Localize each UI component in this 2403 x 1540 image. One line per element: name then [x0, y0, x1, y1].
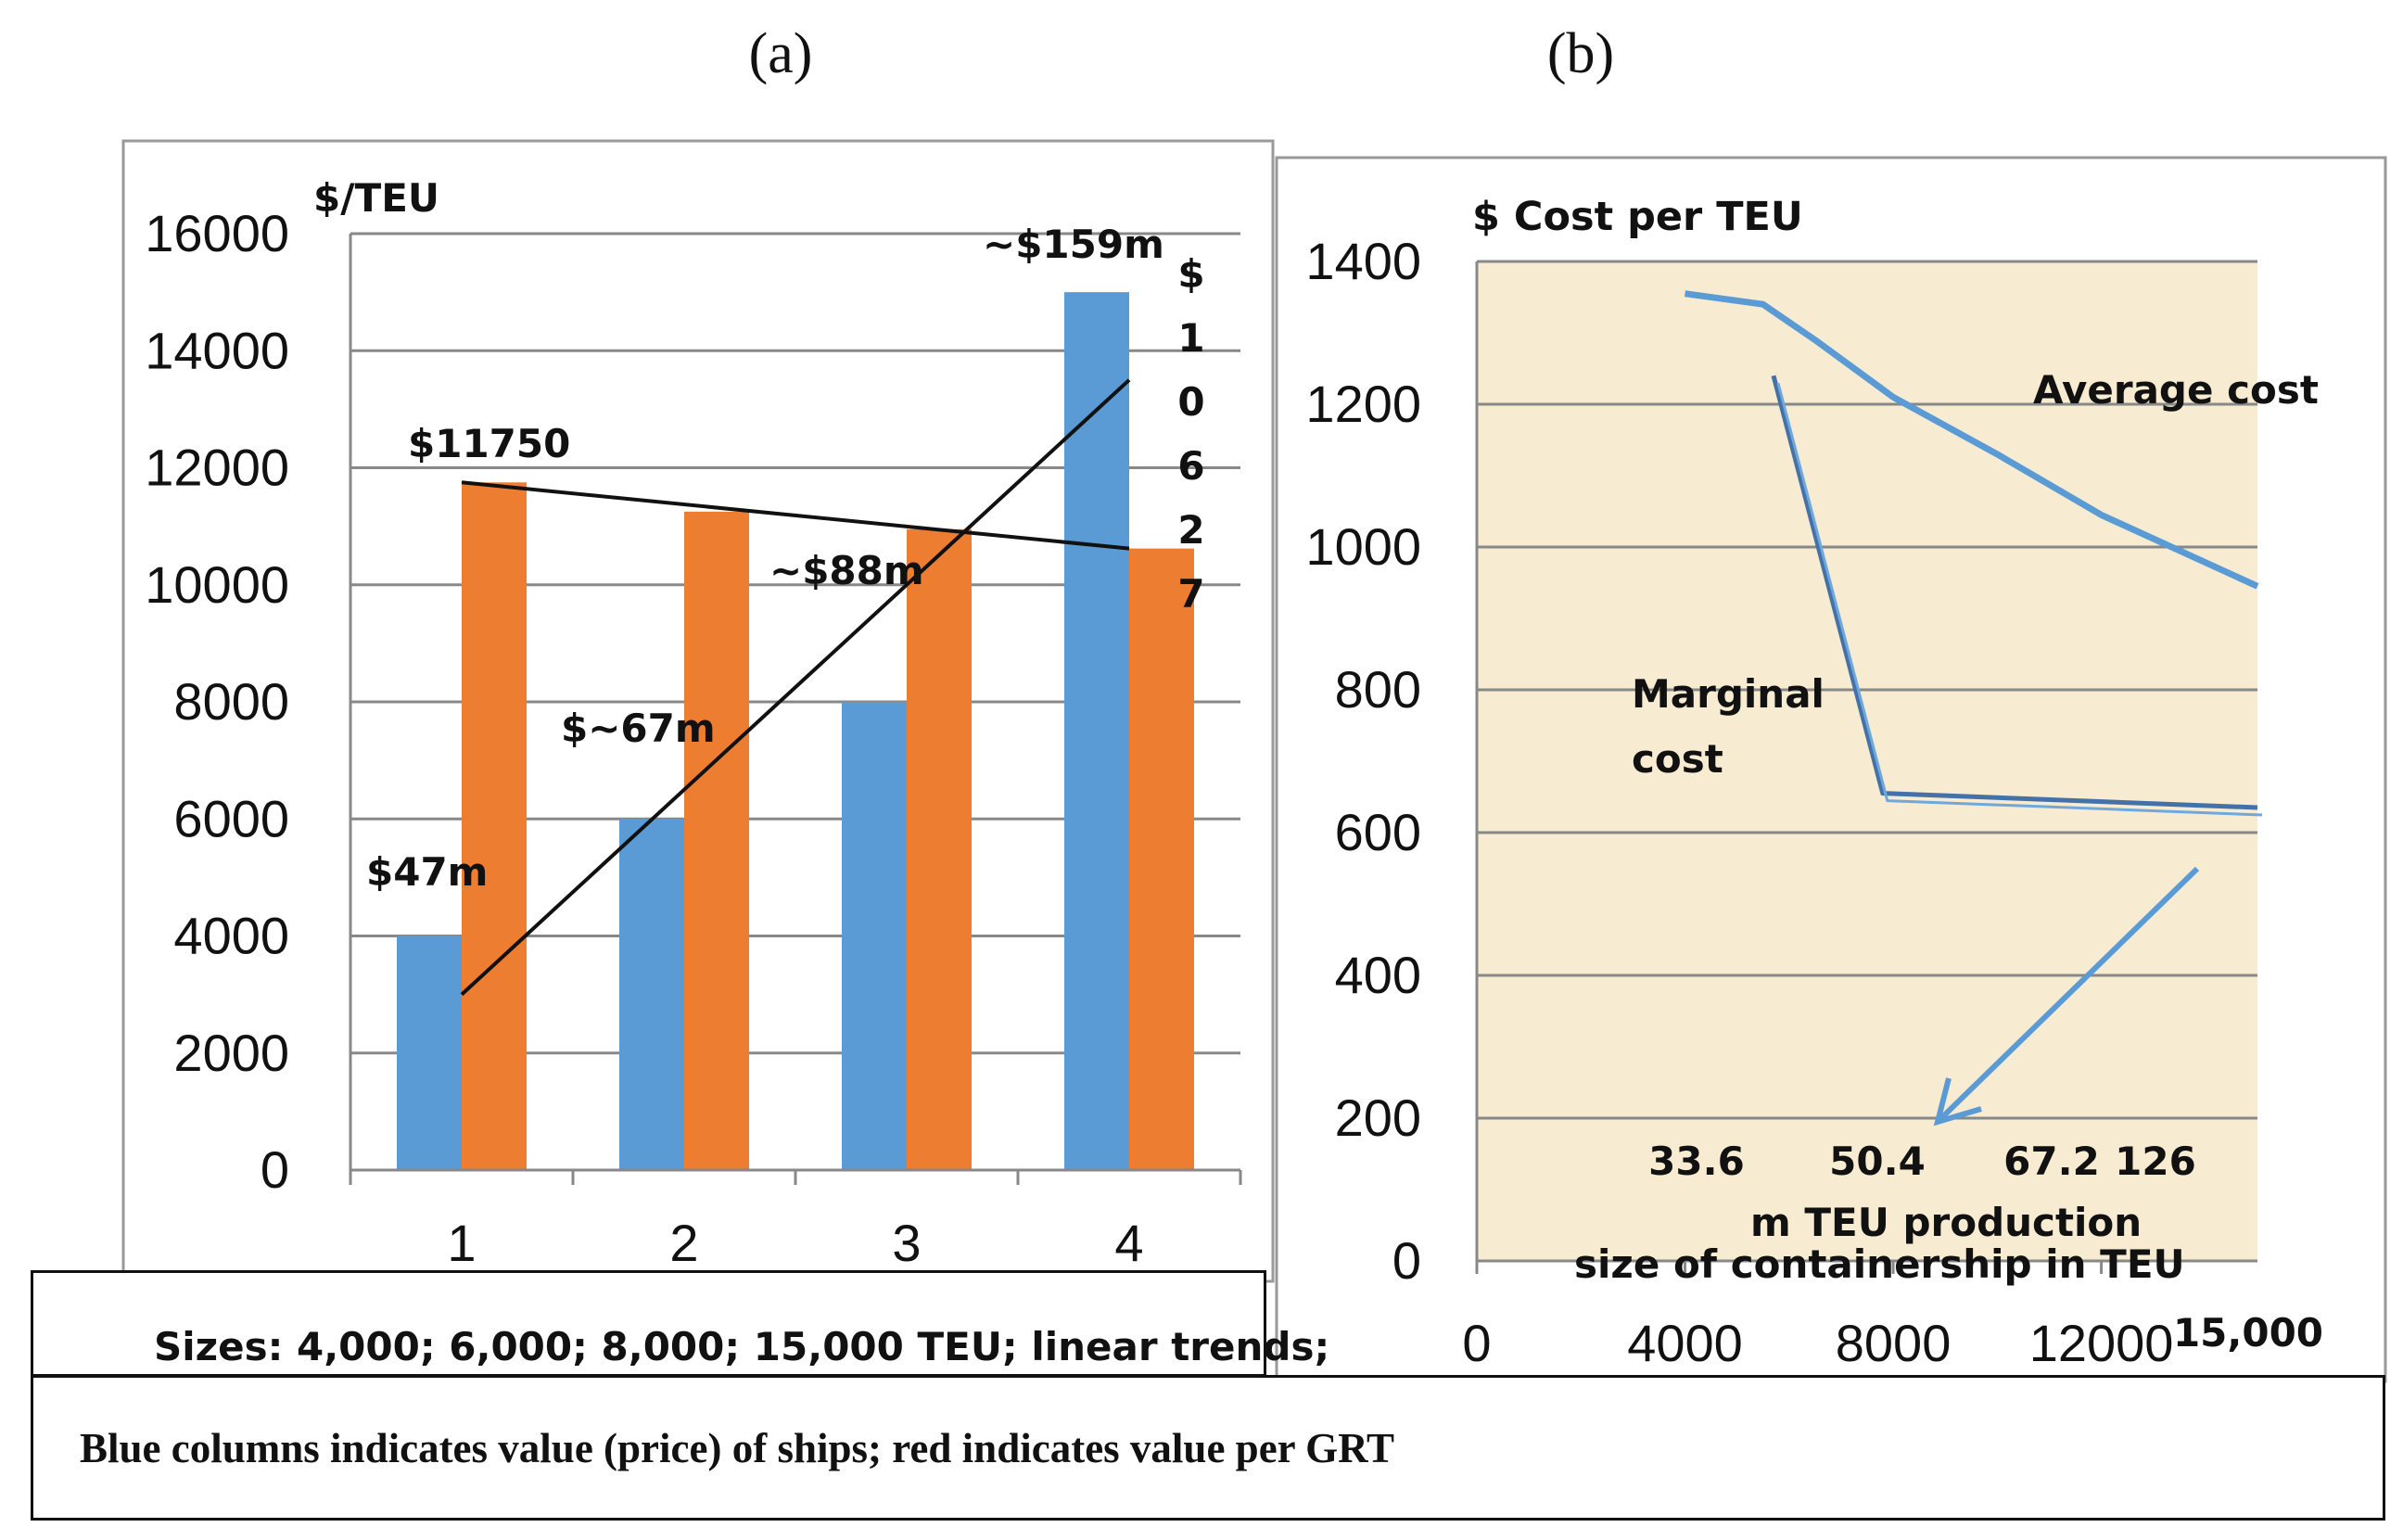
vertical-label-char: 2: [1177, 507, 1204, 553]
bar-per-grt: [684, 511, 749, 1170]
vertical-label-char: 0: [1177, 379, 1204, 425]
secondary-axis-value: 50.4: [1829, 1139, 1926, 1184]
secondary-axis-value: 33.6: [1648, 1139, 1745, 1184]
chart-b-gridlines: [1475, 260, 2257, 1274]
chart-b-xlabel: size of containership in TEU: [1574, 1241, 2185, 1287]
arrow-shaft: [1939, 866, 2200, 1120]
chart-a-bars: [397, 292, 1194, 1170]
y-tick-label: 2000: [173, 1024, 289, 1082]
y-tick-label: 0: [261, 1140, 289, 1199]
arrow-head: [1933, 1077, 1982, 1126]
annotation-bar1: $47m: [366, 849, 488, 895]
label-average-cost: Average cost: [2033, 367, 2319, 413]
label-marginal-cost-2: cost: [1632, 736, 1723, 782]
y-tick-label: 200: [1335, 1088, 1421, 1147]
secondary-axis-label: m TEU production: [1750, 1200, 2142, 1245]
chart-b-xticks: 0 4000 8000 12000 15,000: [1462, 1310, 2323, 1372]
x-tick-label: 4000: [1627, 1314, 1743, 1372]
figure-caption: Blue columns indicates value (price) of …: [80, 1425, 1395, 1471]
series-average-cost: [1685, 290, 2259, 590]
chart-a-note-box: Sizes: 4,000; 6,000; 8,000; 15,000 TEU; …: [31, 1270, 1329, 1377]
y-tick-label: 6000: [173, 789, 289, 847]
bar-price: [397, 935, 462, 1170]
chart-a-yticks: 0 2000 4000 6000 8000 10000 12000 14000 16000: [145, 204, 289, 1199]
chart-b-plot-area: [1477, 261, 2257, 1261]
secondary-axis-value: 126: [2115, 1139, 2196, 1184]
y-tick-label: 800: [1335, 660, 1421, 719]
chart-a-ylabel: $/TEU: [313, 175, 439, 221]
bar-price: [842, 702, 907, 1170]
annotation-bar3: ~$88m: [769, 548, 924, 593]
chart-b-ylabel: $ Cost per TEU: [1472, 194, 1803, 240]
x-tick-label: 3: [892, 1214, 921, 1272]
y-tick-label: 400: [1335, 946, 1421, 1004]
vertical-label-char: $: [1177, 251, 1204, 297]
y-tick-label: 14000: [145, 321, 289, 379]
y-tick-label: 10000: [145, 555, 289, 614]
x-tick-label: 15,000: [2173, 1310, 2323, 1355]
x-tick-label: 2: [669, 1214, 698, 1272]
annotation-bar2: $~67m: [561, 706, 716, 751]
series-marginal-cost-shadow: [1776, 382, 2263, 817]
vertical-label-char: 6: [1177, 443, 1204, 489]
chart-a-annotations: $47m $~67m ~$88m ~$159m $11750 $1 0 6 2 7: [366, 222, 1205, 895]
chart-a: $/TEU 0200040006000800010000120001400016…: [121, 139, 1275, 1283]
annotation-per-grt-last: $1 0 6 2 7: [1177, 251, 1204, 617]
chart-a-trendlines: [460, 378, 1131, 997]
y-tick-label: 8000: [173, 672, 289, 731]
bar-per-grt: [462, 482, 527, 1170]
y-tick-label: 600: [1335, 803, 1421, 861]
bar-per-grt: [907, 528, 972, 1170]
secondary-axis-value: 67.2: [2003, 1139, 2100, 1184]
vertical-label-char: 7: [1177, 571, 1204, 617]
y-tick-label: 1400: [1305, 232, 1421, 290]
x-tick-label: 8000: [1836, 1314, 1952, 1372]
panel-label-b: (b): [1547, 22, 1614, 85]
trendline-per-grt: [461, 480, 1130, 551]
arrow: [1933, 866, 2200, 1126]
label-marginal-cost-1: Marginal: [1632, 671, 1824, 717]
chart-b: $ Cost per TEU 0 200 400 600 800 1000 1200 1400…: [1275, 156, 2387, 1383]
y-tick-label: 4000: [173, 907, 289, 965]
annotation-per-grt-first: $11750: [408, 421, 570, 466]
panel-label-a: (a): [749, 22, 813, 85]
y-tick-label: 16000: [145, 204, 289, 262]
x-tick-label: 4: [1114, 1214, 1143, 1272]
x-tick-label: 1: [447, 1214, 476, 1272]
y-tick-label: 1000: [1305, 517, 1421, 576]
y-tick-label: 12000: [145, 439, 289, 497]
bar-price: [1064, 292, 1129, 1170]
chart-a-note: Sizes: 4,000; 6,000; 8,000; 15,000 TEU; …: [154, 1324, 1330, 1369]
y-tick-label: 1200: [1305, 375, 1421, 433]
x-tick-label: 0: [1462, 1314, 1491, 1372]
figure-caption-box: Blue columns indicates value (price) of …: [31, 1375, 2385, 1521]
bar-price: [619, 819, 684, 1170]
trendline-price: [460, 378, 1131, 997]
vertical-label-char: 1: [1177, 315, 1204, 361]
annotation-bar4: ~$159m: [983, 222, 1164, 267]
chart-a-xaxis: 1 2 3 4: [349, 1168, 1242, 1272]
x-tick-label: 12000: [2029, 1314, 2174, 1372]
y-tick-label: 0: [1392, 1231, 1421, 1290]
secondary-axis-values: 33.6 50.4 67.2 126: [1648, 1139, 2196, 1184]
series-marginal-cost: [1771, 375, 2258, 810]
bar-per-grt: [1129, 548, 1194, 1170]
chart-b-yticks: 0 200 400 600 800 1000 1200 1400: [1305, 232, 1421, 1290]
chart-b-series: [1685, 290, 2263, 817]
